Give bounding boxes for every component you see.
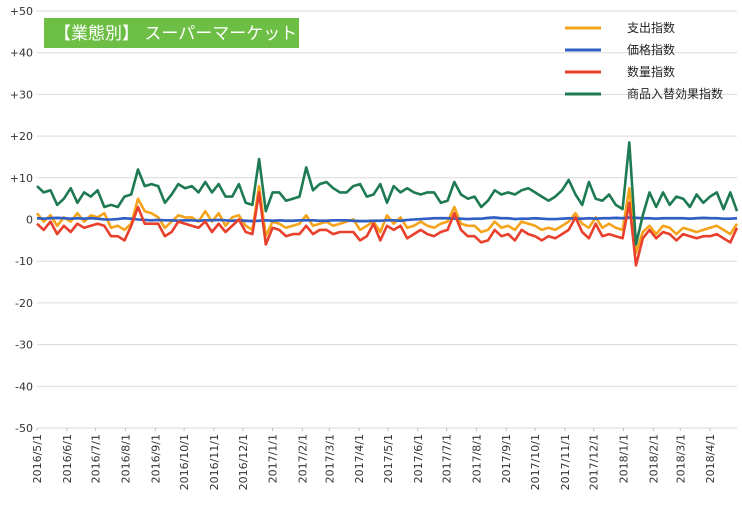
x-tick-label: 2017/3/1: [323, 434, 336, 483]
x-tick-label: 2017/5/1: [382, 434, 395, 483]
x-tick-label: 2017/9/1: [500, 434, 513, 483]
chart-title-badge: 【業態別】 スーパーマーケット: [44, 18, 299, 48]
chart-title: 【業態別】 スーパーマーケット: [54, 24, 297, 44]
y-tick-label: +20: [10, 130, 33, 143]
y-tick-label: +50: [10, 5, 33, 18]
title-badge-background: [44, 18, 299, 48]
y-tick-label: -40: [15, 380, 33, 393]
series-lines: [35, 141, 739, 267]
legend-label: 支出指数: [627, 20, 675, 35]
series-line-3: [36, 141, 739, 246]
y-tick-label: -30: [15, 339, 33, 352]
y-tick-label: +40: [10, 47, 33, 60]
series-line-0: [35, 184, 739, 255]
x-tick-label: 2018/3/1: [674, 434, 687, 483]
x-tick-label: 2016/12/1: [237, 434, 250, 490]
x-tick-label: 2016/10/1: [178, 434, 191, 490]
y-axis-ticks: +50 +40 +30 +20 +10 0 -10 -20 -30 -40 -50: [10, 5, 33, 435]
x-tick-label: 2017/11/1: [559, 434, 572, 490]
x-tick-label: 2018/4/1: [704, 434, 717, 483]
x-tick-label: 2017/10/1: [529, 434, 542, 490]
series-line-1: [36, 216, 738, 223]
x-tick-label: 2016/8/1: [119, 434, 132, 483]
x-tick-label: 2016/7/1: [90, 434, 103, 483]
x-tick-label: 2018/1/1: [618, 434, 631, 483]
legend-label: 商品入替効果指数: [627, 86, 723, 101]
legend-label: 価格指数: [627, 42, 675, 57]
x-tick-label: 2017/8/1: [470, 434, 483, 483]
x-tick-label: 2018/2/1: [647, 434, 660, 483]
y-tick-label: -10: [15, 255, 33, 268]
x-tick-label: 2017/12/1: [588, 434, 601, 490]
y-tick-label: +10: [10, 172, 33, 185]
x-tick-label: 2016/9/1: [149, 434, 162, 483]
y-tick-label: 0: [26, 214, 33, 227]
y-tick-label: +30: [10, 88, 33, 101]
series-line-2: [36, 191, 739, 267]
x-axis-ticks: 2016/5/1 2016/6/1 2016/7/1 2016/8/1 2016/9/1…: [31, 428, 717, 490]
x-tick-label: 2016/5/1: [31, 434, 44, 483]
x-tick-label: 2017/7/1: [441, 434, 454, 483]
x-tick-label: 2017/1/1: [267, 434, 280, 483]
x-tick-label: 2017/4/1: [353, 434, 366, 483]
x-tick-label: 2016/6/1: [61, 434, 74, 483]
y-tick-label: -50: [15, 422, 33, 435]
x-tick-label: 2017/6/1: [412, 434, 425, 483]
y-tick-label: -20: [15, 297, 33, 310]
x-tick-label: 2016/11/1: [208, 434, 221, 490]
x-tick-label: 2017/2/1: [296, 434, 309, 483]
legend-label: 数量指数: [627, 64, 675, 79]
